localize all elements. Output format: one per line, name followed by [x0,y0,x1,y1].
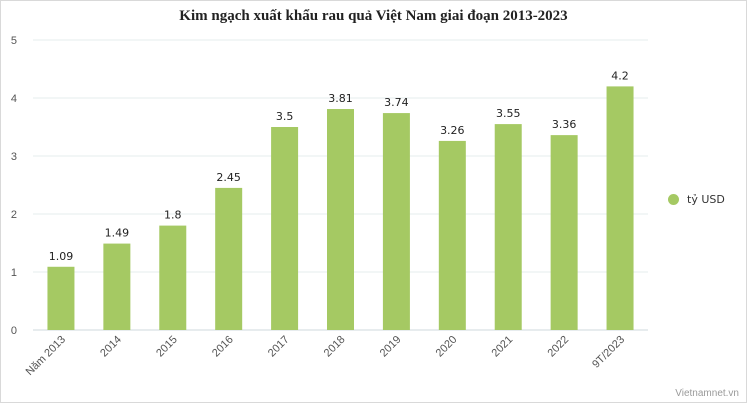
y-tick-label: 4 [11,93,17,105]
x-axis-ticks: Năm 2013 2014 2015 2016 2017 2018 2019 2020 2021… [24,334,627,378]
data-label: 1.49 [105,227,130,240]
bars [47,86,634,331]
y-tick-label: 0 [11,325,17,337]
bar[interactable] [271,127,299,330]
data-label: 2.45 [216,171,241,184]
x-tick-label: 2018 [322,334,348,360]
bar[interactable] [103,243,131,330]
y-tick-label: 1 [11,267,17,279]
data-label: 1.09 [49,250,74,263]
bar[interactable] [550,135,578,330]
y-tick-label: 3 [11,151,17,163]
x-tick-label: Năm 2013 [24,334,68,378]
data-label: 1.8 [164,209,182,222]
y-axis-ticks: 0 1 2 3 4 5 [11,35,17,337]
data-label: 3.26 [440,124,465,137]
x-tick-label: 2014 [98,334,124,360]
data-label: 3.81 [328,92,353,105]
bar[interactable] [47,266,75,330]
x-tick-label: 2022 [545,334,571,360]
x-tick-label: 2015 [154,334,180,360]
data-label: 3.36 [552,118,577,131]
legend-label: tỷ USD [687,193,725,206]
data-labels: 1.09 1.49 1.8 2.45 3.5 3.81 3.74 3.26 3.55 3.36 4.… [49,69,629,262]
x-tick-label: 2021 [490,334,516,360]
bar[interactable] [382,113,410,330]
y-tick-label: 5 [11,35,17,47]
x-tick-label: 2020 [434,334,460,360]
legend-marker-icon [668,194,679,205]
watermark: Vietnamnet.vn [675,388,739,399]
data-label: 4.2 [611,69,629,82]
bar[interactable] [494,124,522,330]
data-label: 3.74 [384,96,409,109]
x-tick-label: 9T/2023 [590,334,627,371]
x-tick-label: 2017 [266,334,292,360]
bar[interactable] [606,86,634,331]
x-tick-label: 2016 [210,334,236,360]
bar[interactable] [327,109,354,331]
chart-title: Kim ngạch xuất khẩu rau quả Việt Nam gia… [179,8,568,24]
x-tick-label: 2019 [378,334,404,360]
data-label: 3.55 [496,107,521,120]
legend[interactable]: tỷ USD [668,193,725,206]
bar[interactable] [159,225,187,330]
bar[interactable] [438,140,466,330]
data-label: 3.5 [276,110,294,123]
y-tick-label: 2 [11,209,17,221]
bar[interactable] [215,187,243,330]
